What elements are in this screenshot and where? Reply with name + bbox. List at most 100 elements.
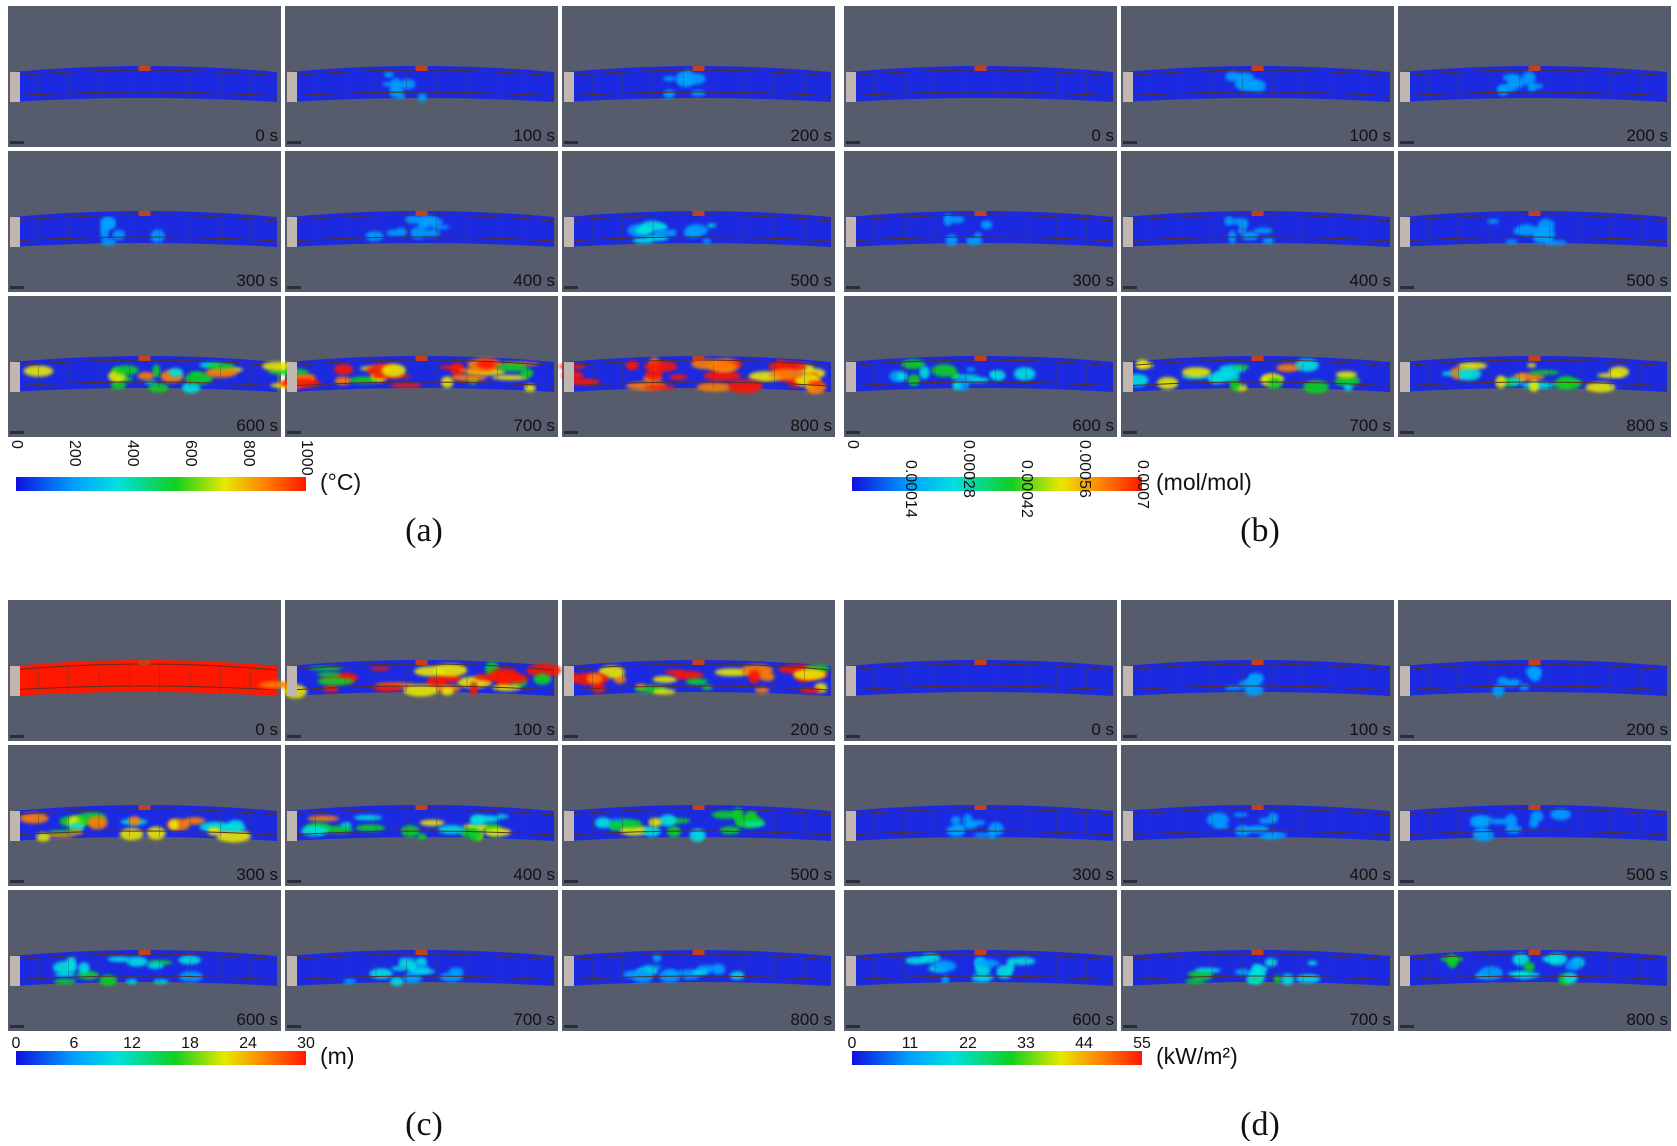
scale-marker <box>1400 880 1414 883</box>
portal-left <box>10 956 20 986</box>
field-contour <box>405 215 421 224</box>
field-contour <box>686 73 706 85</box>
fire-source <box>138 356 151 361</box>
field-contour <box>1522 71 1536 86</box>
colorbar-tick-label: 200 <box>66 440 83 467</box>
field-contour <box>207 826 221 836</box>
panel-label: (c) <box>405 1106 443 1141</box>
field-contour <box>381 363 407 378</box>
frame-b-8: 800 s <box>1398 296 1671 437</box>
portal-left <box>10 217 20 247</box>
time-label: 0 s <box>1091 126 1114 145</box>
field-contour <box>666 229 677 237</box>
colorbar-tick-label: 0.00056 <box>1076 440 1093 498</box>
frame-c-2: 200 s <box>562 600 835 741</box>
field-contour <box>1478 966 1503 981</box>
field-contour <box>1225 71 1242 82</box>
scale-marker <box>846 1025 860 1028</box>
field-contour <box>652 953 662 963</box>
field-contour <box>769 368 803 380</box>
field-contour <box>648 817 662 827</box>
frame-c-8: 800 s <box>562 890 835 1031</box>
field-contour <box>652 688 676 695</box>
field-contour <box>125 979 138 985</box>
field-contour <box>52 961 77 975</box>
portal-left <box>564 666 574 696</box>
field-contour <box>1527 83 1537 92</box>
scale-marker <box>1123 735 1137 738</box>
field-contour <box>112 229 126 240</box>
fire-source <box>1528 66 1541 71</box>
field-contour <box>438 825 465 835</box>
colorbar-tick-label: 0 <box>8 440 25 449</box>
scale-marker <box>287 141 301 144</box>
field-contour <box>1518 683 1529 691</box>
tunnel-line <box>11 91 278 97</box>
field-contour <box>1181 367 1211 378</box>
tunnel-line <box>288 381 555 387</box>
field-contour <box>728 379 763 394</box>
field-contour <box>1157 376 1179 390</box>
field-contour <box>498 673 529 684</box>
portal-left <box>287 956 297 986</box>
time-label: 600 s <box>236 416 278 435</box>
field-contour <box>690 90 706 97</box>
field-contour <box>469 814 485 826</box>
time-label: 700 s <box>513 416 555 435</box>
colorbar-tick-label: 400 <box>124 440 141 467</box>
colorbar-gradient <box>852 477 1142 491</box>
field-contour <box>768 361 807 373</box>
field-contour <box>966 377 990 383</box>
colorbar-unit: (kW/m²) <box>1156 1043 1238 1069</box>
tunnel-line <box>847 91 1114 97</box>
field-contour <box>1213 823 1230 829</box>
field-contour <box>683 228 701 238</box>
field-contour <box>1233 812 1248 817</box>
field-contour <box>710 963 726 975</box>
tunnel-line <box>847 685 1114 691</box>
field-contour <box>1457 367 1482 381</box>
fire-source <box>1251 660 1264 665</box>
tunnel-line <box>847 975 1114 981</box>
field-contour <box>945 234 958 246</box>
tunnel-line <box>1401 685 1668 691</box>
tunnel-band <box>12 660 277 696</box>
field-contour <box>632 969 654 983</box>
scale-marker <box>1123 286 1137 289</box>
frame-d-8: 800 s <box>1398 890 1671 1031</box>
fire-source <box>1251 805 1264 810</box>
field-contour <box>988 822 1004 836</box>
field-contour <box>1506 679 1522 686</box>
field-contour <box>519 368 534 379</box>
field-contour <box>729 971 745 980</box>
tunnel-band <box>12 211 277 247</box>
tunnel-line <box>1401 830 1668 836</box>
field-contour <box>905 956 927 965</box>
frame-d-2: 200 s <box>1398 600 1671 741</box>
time-label: 200 s <box>790 720 832 739</box>
frame-b-7: 700 s <box>1121 296 1394 437</box>
field-contour <box>1529 818 1539 829</box>
portal-left <box>1123 666 1133 696</box>
field-contour <box>1273 975 1282 983</box>
field-contour <box>1458 362 1488 370</box>
scale-marker <box>564 431 578 434</box>
scale-marker <box>564 141 578 144</box>
colorbar-tick-label: 0 <box>848 1035 857 1052</box>
scale-marker <box>564 286 578 289</box>
colorbar-tick-label: 0.00014 <box>902 460 919 518</box>
field-contour <box>1294 358 1319 372</box>
frame-d-1: 100 s <box>1121 600 1394 741</box>
field-contour <box>1512 229 1525 234</box>
field-contour <box>759 672 775 682</box>
time-label: 100 s <box>1349 126 1391 145</box>
tunnel-line <box>11 830 278 836</box>
fire-source <box>1528 805 1541 810</box>
portal-left <box>287 666 297 696</box>
frame-b-4: 400 s <box>1121 151 1394 292</box>
fire-source <box>138 660 151 665</box>
portal-left <box>564 72 574 102</box>
time-label: 0 s <box>255 720 278 739</box>
portal-left <box>1400 217 1410 247</box>
field-contour <box>1563 972 1578 984</box>
